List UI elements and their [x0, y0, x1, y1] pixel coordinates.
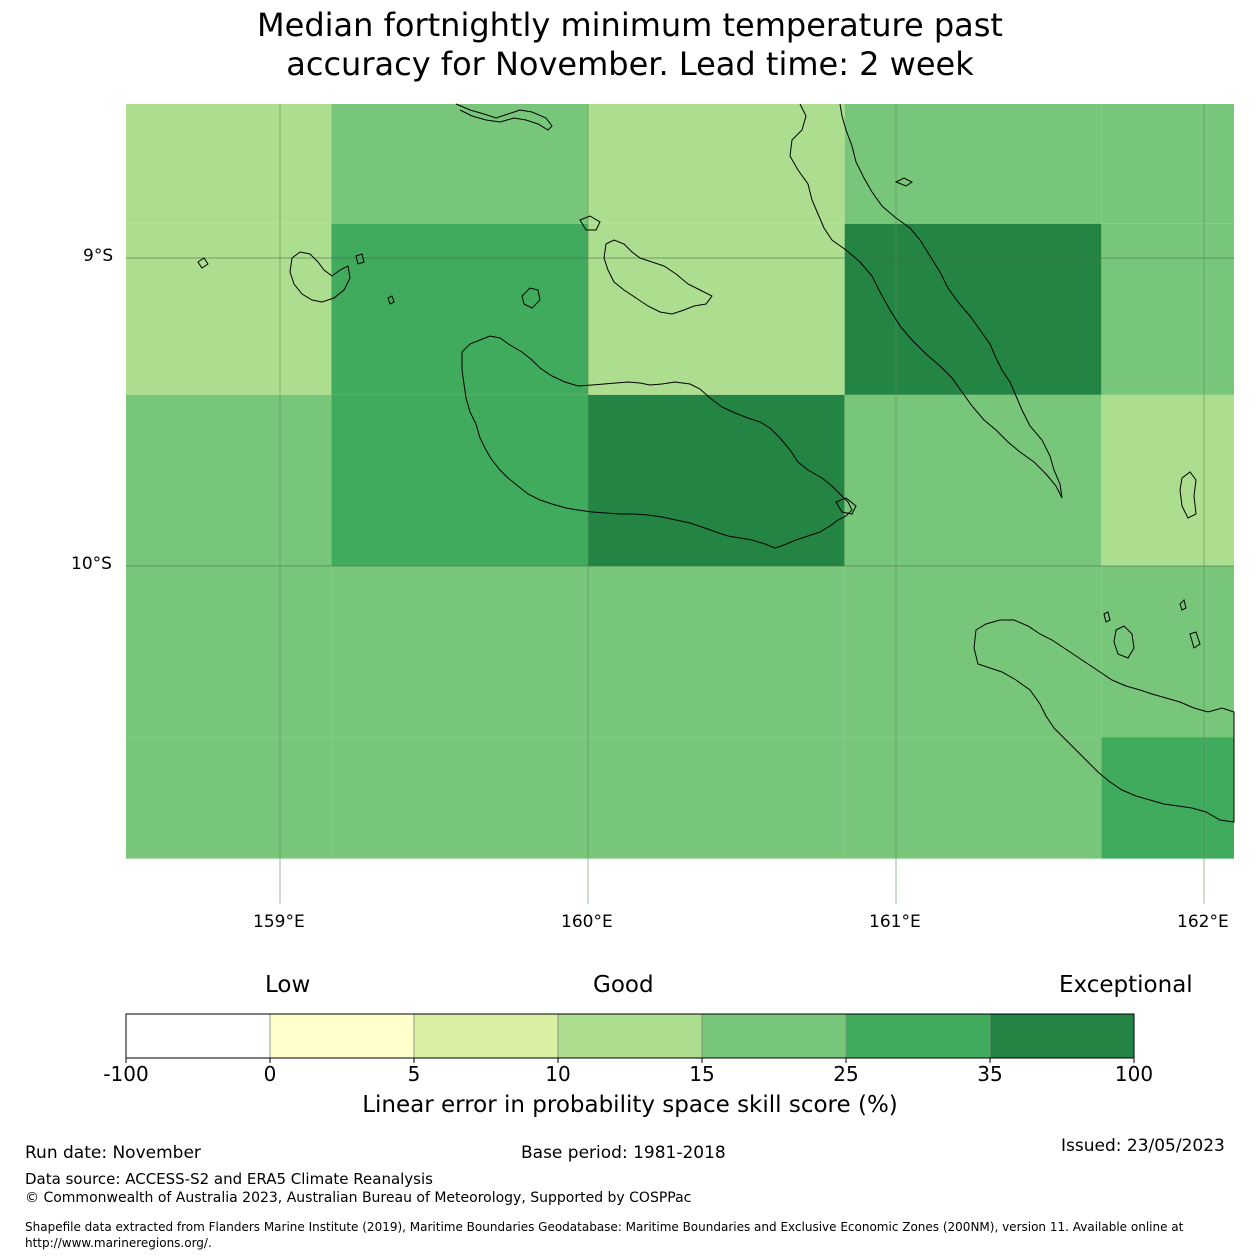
colorbar-tick-label: 100	[1114, 1062, 1154, 1086]
colorbar-tick-label: -100	[103, 1062, 149, 1086]
colorbar-label-low: Low	[265, 972, 311, 998]
grid-cell	[126, 223, 332, 395]
data-source: Data source: ACCESS-S2 and ERA5 Climate …	[25, 1170, 433, 1188]
colorbar-tick-label: 35	[977, 1062, 1003, 1086]
grid-cell	[844, 104, 1102, 224]
colorbar-swatch	[413, 1013, 559, 1059]
skill-grid	[126, 104, 1234, 859]
colorbar-tick-label: 0	[263, 1062, 277, 1086]
run-date: Run date: November	[25, 1143, 201, 1163]
shapefile-credit-line-2: http://www.marineregions.org/.	[25, 1236, 212, 1250]
map-title-line-1: Median fortnightly minimum temperature p…	[257, 6, 1003, 44]
colorbar-swatch	[125, 1013, 271, 1059]
coastline-small-island-10	[835, 497, 857, 515]
grid-cell	[1101, 566, 1234, 738]
colorbar	[125, 1013, 1135, 1063]
grid-cell	[588, 104, 845, 224]
coastline-small-island-11	[355, 253, 365, 265]
issued-date: Issued: 23/05/2023	[1061, 1136, 1225, 1156]
colorbar-tick-label: 15	[689, 1062, 715, 1086]
x-tick-label-160: 160°E	[561, 912, 613, 932]
y-tick-label-10s: 10°S	[71, 554, 112, 574]
coastline-small-island-2	[197, 257, 209, 269]
coastline-small-island-6	[1179, 599, 1187, 611]
coastline-small-island-4	[1113, 625, 1135, 659]
colorbar-tick-label: 10	[545, 1062, 571, 1086]
coastline-southeast-island	[973, 619, 1235, 823]
colorbar-swatch	[557, 1013, 703, 1059]
colorbar-label-exceptional: Exceptional	[1059, 972, 1193, 998]
grid-cell	[1101, 737, 1234, 859]
grid-cell	[844, 394, 1102, 566]
map-title-line-2: accuracy for November. Lead time: 2 week	[286, 45, 974, 83]
base-period: Base period: 1981-2018	[521, 1143, 726, 1163]
coastlines	[197, 103, 1235, 823]
x-tick-label-161: 161°E	[869, 912, 921, 932]
coastline-small-island-1	[521, 287, 541, 309]
colorbar-label-good: Good	[593, 972, 654, 998]
grid-cell	[588, 737, 845, 859]
map-title: Median fortnightly minimum temperature p…	[0, 6, 1260, 84]
coastline-small-island-7	[1189, 631, 1201, 649]
coastline-small-island-8	[579, 215, 601, 231]
shapefile-credit-line-1: Shapefile data extracted from Flanders M…	[25, 1220, 1184, 1234]
grid-cell	[588, 223, 845, 395]
grid-cell	[126, 104, 332, 224]
grid-cell	[331, 104, 588, 224]
grid-cell	[844, 737, 1102, 859]
grid-cell	[1101, 394, 1234, 566]
grid-cell	[331, 223, 588, 395]
coastline-central-islands	[603, 239, 713, 315]
grid-cell	[1101, 104, 1234, 224]
colorbar-swatch	[845, 1013, 991, 1059]
grid-cell	[331, 566, 588, 738]
colorbar-tick-label: 25	[833, 1062, 859, 1086]
coastline-small-island-9	[894, 177, 913, 187]
grid-cell	[126, 566, 332, 738]
coastline-small-island-12	[387, 295, 395, 305]
coastline-west-islands	[289, 251, 351, 303]
grid-cell	[844, 566, 1102, 738]
grid-cell	[331, 737, 588, 859]
grid-cell	[126, 394, 332, 566]
grid-cell	[588, 566, 845, 738]
colorbar-frame	[125, 1013, 1135, 1059]
colorbar-title: Linear error in probability space skill …	[362, 1092, 898, 1118]
graticule	[126, 104, 1234, 904]
coastline-small-island-3	[1179, 471, 1197, 519]
coastline-large-island	[461, 335, 853, 549]
colorbar-tick-label: 5	[407, 1062, 421, 1086]
colorbar-swatch	[269, 1013, 415, 1059]
x-tick-label-159: 159°E	[253, 912, 305, 932]
grid-cell	[126, 737, 332, 859]
copyright: © Commonwealth of Australia 2023, Austra…	[25, 1190, 692, 1206]
colorbar-swatch	[701, 1013, 847, 1059]
coastline-small-island-5	[1103, 611, 1111, 623]
grid-cell	[844, 223, 1102, 395]
y-tick-label-9s: 9°S	[83, 246, 114, 266]
coastline-north-islands	[455, 103, 553, 131]
grid-cell	[1101, 223, 1234, 395]
coastline-northeast-island	[789, 103, 1063, 499]
colorbar-swatch	[989, 1013, 1135, 1059]
grid-cell	[331, 394, 588, 566]
grid-cell	[588, 394, 845, 566]
x-tick-label-162: 162°E	[1177, 912, 1229, 932]
